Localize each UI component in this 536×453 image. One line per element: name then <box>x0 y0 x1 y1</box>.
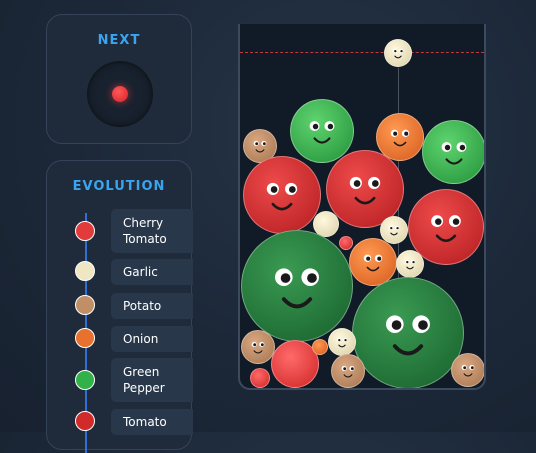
fruit-face-icon <box>388 225 400 236</box>
onion-fruit <box>312 339 328 355</box>
fruit-face-icon <box>404 259 416 270</box>
fruit-face-icon <box>336 337 348 348</box>
tomato-fruit <box>408 189 484 265</box>
fruit-face-icon <box>363 254 383 272</box>
next-cherry-tomato-icon <box>112 86 128 102</box>
garlic-icon <box>75 261 95 281</box>
tomato-fruit <box>326 150 404 228</box>
cherry-tomato-fruit <box>339 236 353 250</box>
fruit-face-icon <box>349 176 381 205</box>
onion-fruit <box>349 238 397 286</box>
cherry-tomato-fruit <box>250 368 270 388</box>
cabbage-fruit <box>241 230 353 342</box>
tomato-icon <box>75 411 95 431</box>
fruit-face-icon <box>266 182 298 211</box>
potato-fruit <box>451 353 484 387</box>
fruit-face-icon <box>390 129 410 147</box>
next-title: NEXT <box>97 33 141 48</box>
potato-fruit <box>241 330 275 364</box>
evolution-label: Cherry Tomato <box>111 209 193 253</box>
fruit-face-icon <box>275 268 319 309</box>
cherry-tomato-icon <box>75 221 95 241</box>
green-pepper-fruit <box>422 120 484 184</box>
next-fruit-preview <box>87 61 153 127</box>
fruit-face-icon <box>461 364 475 377</box>
garlic-fruit <box>313 211 339 237</box>
fruit-face-icon <box>309 121 335 144</box>
evolution-label: Garlic <box>111 259 193 285</box>
green-pepper-icon <box>75 370 95 390</box>
evolution-panel: EVOLUTION Cherry Tomato Garlic Potato On… <box>46 160 193 453</box>
onion-fruit <box>376 113 424 161</box>
evolution-title: EVOLUTION <box>72 179 166 194</box>
potato-icon <box>75 295 95 315</box>
fruit-face-icon <box>386 315 430 356</box>
green-pepper-fruit <box>290 99 354 163</box>
fruit-face-icon <box>392 48 404 59</box>
fruit-face-icon <box>341 365 355 378</box>
tomato-fruit <box>243 156 321 234</box>
garlic-fruit <box>384 39 412 67</box>
danger-line <box>240 52 484 53</box>
fruit-face-icon <box>441 142 467 165</box>
fruit-face-icon <box>251 341 265 354</box>
fruit-face-icon <box>253 140 267 153</box>
evolution-label: Onion <box>111 326 193 352</box>
cherry-tomato-fruit <box>271 340 319 388</box>
garlic-fruit <box>328 328 356 356</box>
game-board[interactable] <box>238 24 486 390</box>
garlic-fruit <box>380 216 408 244</box>
evolution-label: Green Pepper <box>111 358 193 402</box>
evolution-label: Tomato <box>111 409 193 435</box>
garlic-fruit <box>396 250 424 278</box>
fruit-face-icon <box>431 215 461 243</box>
evolution-label: Potato <box>111 293 193 319</box>
onion-icon <box>75 328 95 348</box>
cabbage-fruit <box>352 277 464 388</box>
potato-fruit <box>331 354 365 388</box>
next-panel: NEXT <box>46 14 192 144</box>
